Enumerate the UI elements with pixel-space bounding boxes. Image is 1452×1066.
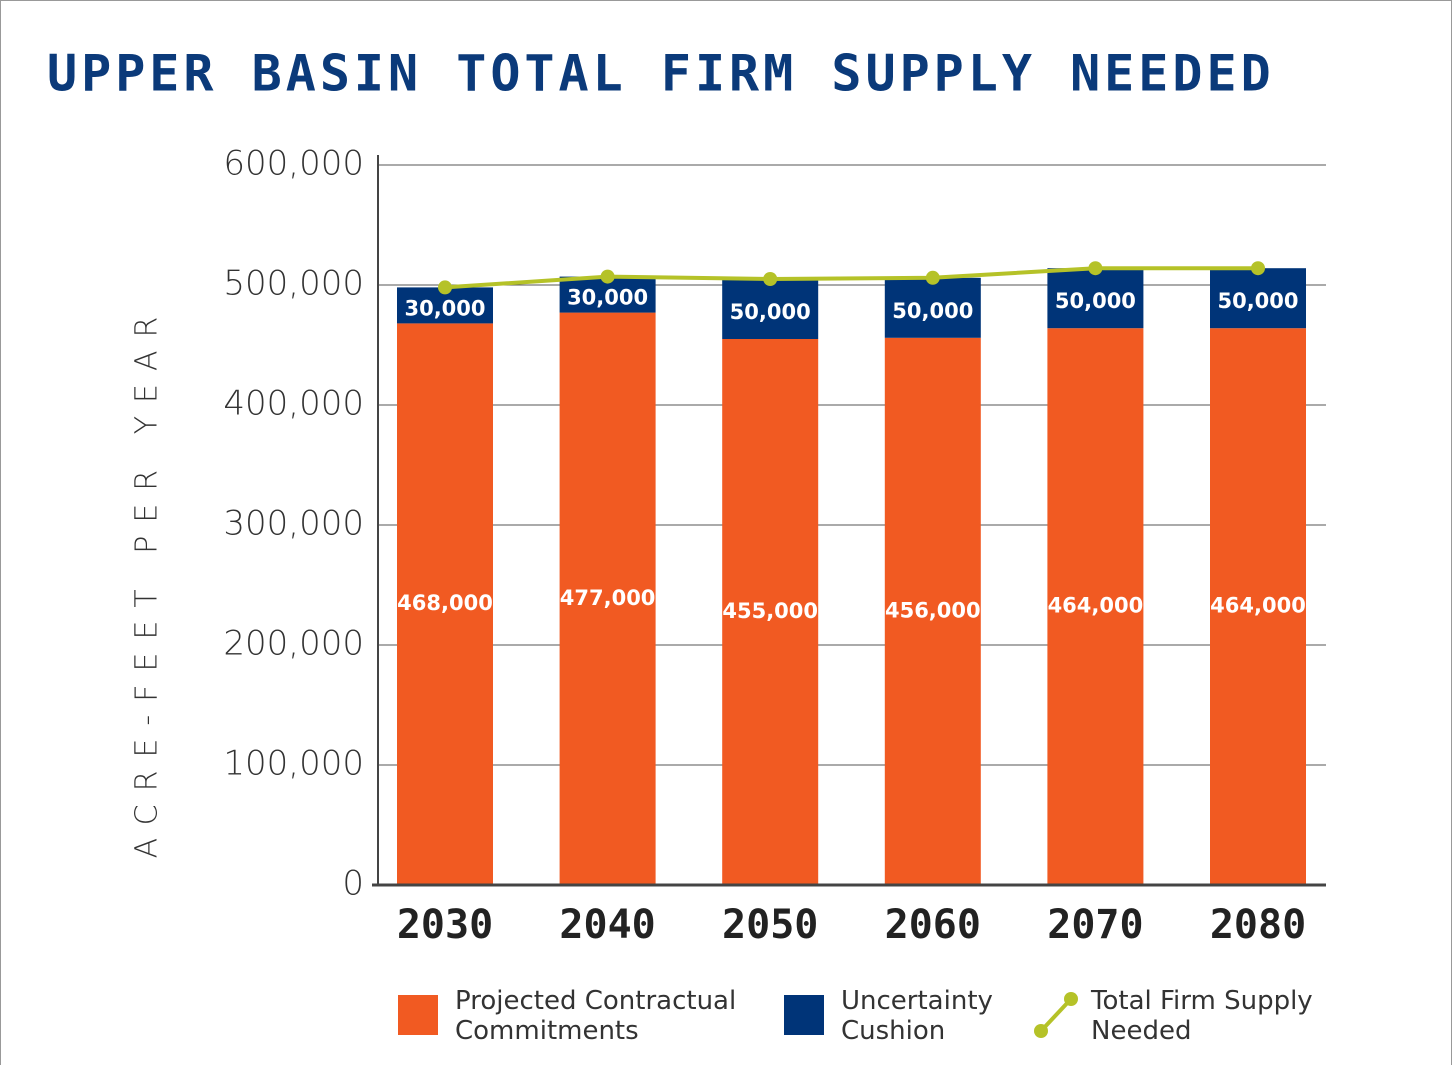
x-tick-label: 2080 bbox=[1210, 902, 1306, 948]
bar-segment bbox=[722, 279, 819, 339]
legend-swatch bbox=[398, 995, 438, 1035]
bar-segment bbox=[1210, 328, 1306, 885]
data-label: 50,000 bbox=[892, 299, 973, 323]
bar-segment bbox=[1047, 328, 1144, 885]
data-label: 468,000 bbox=[397, 591, 493, 615]
bar-segment bbox=[722, 339, 819, 885]
legend-label: Uncertainty Cushion bbox=[841, 986, 993, 1046]
legend-swatch bbox=[784, 995, 824, 1035]
y-axis-label: ACRE-FEET PER YEAR bbox=[130, 304, 165, 859]
data-label: 464,000 bbox=[1048, 594, 1144, 618]
bar-segment bbox=[1210, 268, 1306, 329]
y-tick-label: 300,000 bbox=[223, 504, 364, 544]
line-point bbox=[600, 269, 615, 284]
x-tick-label: 2060 bbox=[885, 902, 981, 948]
data-label: 30,000 bbox=[404, 296, 485, 320]
legend-line-icon bbox=[1034, 992, 1078, 1038]
line-point bbox=[1088, 261, 1103, 276]
data-label: 50,000 bbox=[1217, 289, 1298, 313]
legend-label: Projected Contractual Commitments bbox=[455, 986, 737, 1046]
y-tick-label: 400,000 bbox=[223, 384, 364, 424]
line-point bbox=[763, 272, 778, 286]
x-tick-label: 2030 bbox=[397, 902, 493, 948]
y-tick-label: 200,000 bbox=[223, 624, 364, 664]
x-tick-label: 2070 bbox=[1047, 902, 1143, 948]
data-label: 50,000 bbox=[730, 300, 811, 324]
data-label: 50,000 bbox=[1055, 289, 1136, 313]
chart-title: UPPER BASIN TOTAL FIRM SUPPLY NEEDED bbox=[47, 45, 1275, 103]
bar-segment bbox=[884, 337, 981, 885]
bar-segment bbox=[1047, 268, 1144, 329]
y-tick-label: 100,000 bbox=[223, 744, 364, 784]
y-tick-label: 600,000 bbox=[223, 144, 364, 184]
data-label: 30,000 bbox=[567, 286, 648, 310]
x-tick-label: 2050 bbox=[722, 902, 818, 948]
bar-segment bbox=[884, 277, 981, 338]
line bbox=[444, 266, 1258, 290]
bar-segment bbox=[397, 323, 493, 885]
x-tick-label: 2040 bbox=[559, 902, 655, 948]
line-point bbox=[438, 280, 452, 295]
y-tick-label: 500,000 bbox=[223, 264, 364, 304]
y-tick-label: 0 bbox=[342, 864, 364, 904]
data-label: 456,000 bbox=[885, 598, 981, 622]
line-point bbox=[1251, 261, 1265, 276]
data-label: 455,000 bbox=[722, 599, 818, 623]
bar-segment bbox=[559, 312, 656, 886]
data-label: 464,000 bbox=[1210, 594, 1306, 618]
data-label: 477,000 bbox=[560, 586, 656, 610]
line-point bbox=[925, 270, 940, 285]
legend-label: Total Firm Supply Needed bbox=[1091, 986, 1313, 1046]
